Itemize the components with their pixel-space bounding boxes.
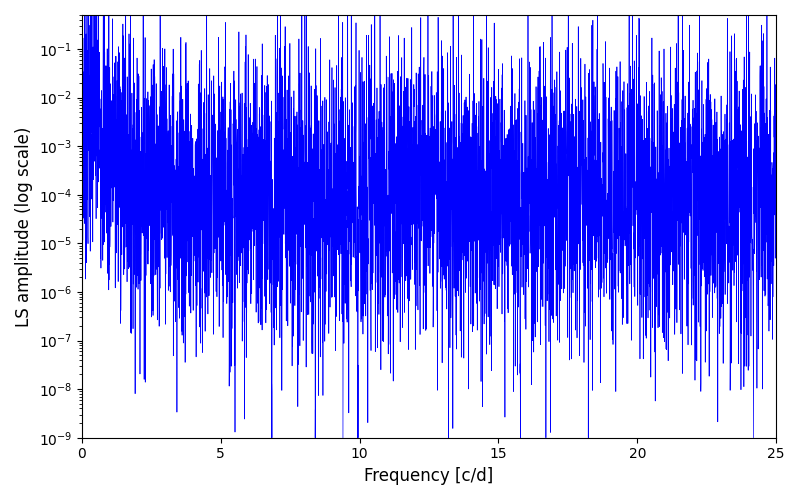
X-axis label: Frequency [c/d]: Frequency [c/d] — [364, 467, 494, 485]
Y-axis label: LS amplitude (log scale): LS amplitude (log scale) — [15, 126, 33, 326]
